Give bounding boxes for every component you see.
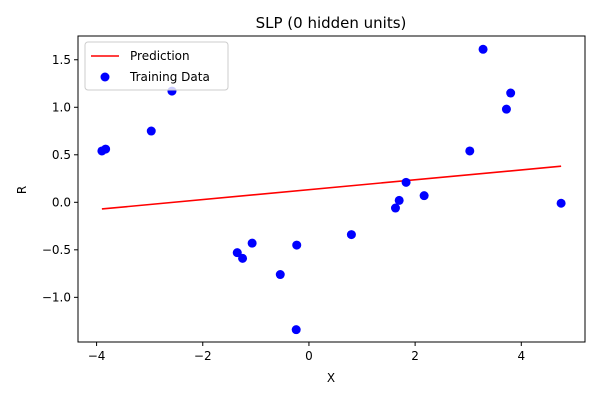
x-tick-label: −2	[194, 349, 212, 363]
training-data-point	[101, 144, 111, 154]
training-data-point	[401, 177, 411, 187]
chart-title: SLP (0 hidden units)	[256, 14, 407, 32]
training-data-point	[394, 195, 404, 205]
training-data-point	[346, 230, 356, 240]
y-axis-label: R	[15, 186, 29, 194]
y-tick-label: 1.0	[52, 100, 71, 114]
training-data-point	[232, 248, 242, 258]
prediction-line	[101, 165, 562, 210]
x-tick-label: 4	[517, 349, 525, 363]
y-tick-label: −1.0	[42, 290, 71, 304]
training-data-point	[506, 88, 516, 98]
legend-prediction-label: Prediction	[130, 49, 190, 63]
x-axis: −4 −2 0 2 4	[88, 342, 525, 363]
legend-box	[84, 41, 229, 91]
training-data-point	[275, 270, 285, 280]
y-axis: −1.0 −0.5 0.0 0.5 1.0 1.5	[42, 53, 78, 304]
x-tick-label: 2	[411, 349, 419, 363]
training-data-point	[556, 198, 566, 208]
y-tick-label: 0.5	[52, 148, 71, 162]
training-data-point	[390, 203, 400, 213]
training-data-point	[146, 126, 156, 136]
training-data-point	[501, 104, 511, 114]
legend-training-label: Training Data	[129, 70, 210, 84]
x-tick-label: 0	[305, 349, 313, 363]
training-data-point	[238, 253, 248, 263]
legend: Prediction Training Data	[84, 41, 229, 91]
training-data-point	[478, 44, 488, 54]
x-tick-label: −4	[88, 349, 106, 363]
training-data-point	[247, 238, 257, 248]
training-data-point	[291, 325, 301, 335]
y-tick-label: 0.0	[52, 195, 71, 209]
legend-training-swatch	[100, 72, 110, 82]
training-data-point	[419, 191, 429, 201]
series-layer	[97, 44, 566, 335]
training-data-point	[465, 146, 475, 156]
x-axis-label: X	[327, 371, 335, 385]
training-data-point	[292, 240, 302, 250]
y-tick-label: 1.5	[52, 53, 71, 67]
y-tick-label: −0.5	[42, 243, 71, 257]
